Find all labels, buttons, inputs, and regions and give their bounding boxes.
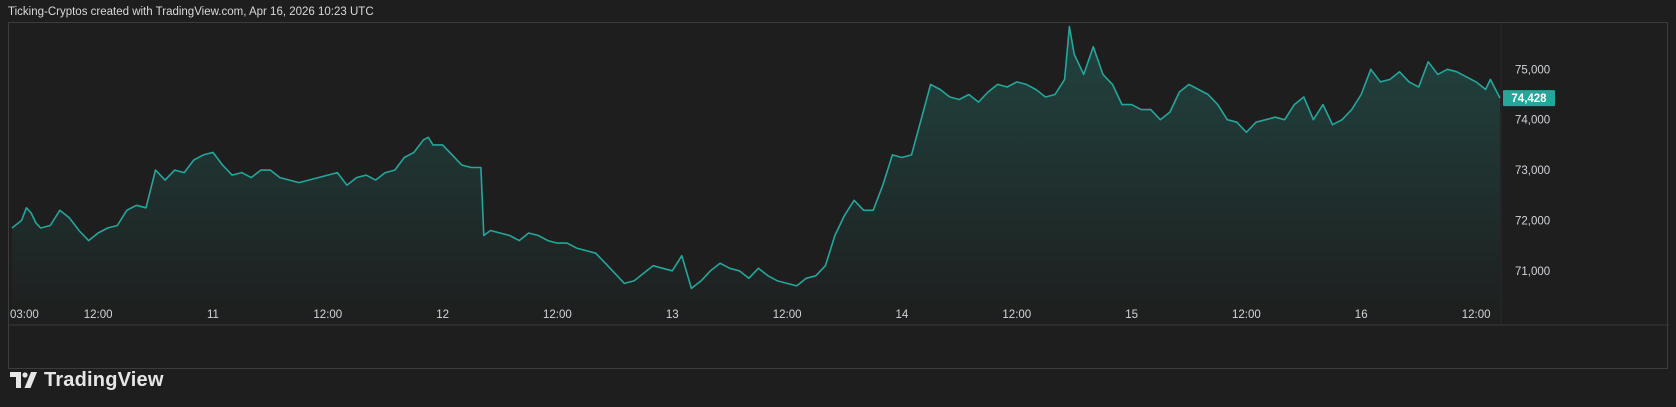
x-tick-label: 03:00 xyxy=(10,309,39,321)
last-price-label: 74,428 xyxy=(1511,93,1547,105)
x-tick-label: 11 xyxy=(207,309,219,321)
price-area-fill xyxy=(12,26,1500,325)
last-price-tag xyxy=(1503,90,1555,107)
x-tick-label: 12:00 xyxy=(1232,309,1261,321)
x-tick-label: 12:00 xyxy=(1462,309,1491,321)
x-tick-label: 13 xyxy=(666,309,679,321)
y-tick-label: 73,000 xyxy=(1515,165,1550,177)
y-tick-label: 75,000 xyxy=(1515,64,1550,76)
tradingview-brand[interactable]: TradingView xyxy=(10,366,164,394)
x-tick-label: 14 xyxy=(896,309,909,321)
chart-panel[interactable]: 75,000 74,000 73,000 72,000 71,000 03:00 12:00… xyxy=(8,22,1669,370)
y-tick-label: 74,000 xyxy=(1515,115,1550,127)
chart-caption: Ticking-Cryptos created with TradingView… xyxy=(8,6,374,18)
tradingview-wordmark: TradingView xyxy=(44,368,164,391)
x-tick-label: 12 xyxy=(436,309,449,321)
x-tick-label: 12:00 xyxy=(84,309,113,321)
x-tick-label: 15 xyxy=(1125,309,1138,321)
x-tick-label: 12:00 xyxy=(543,309,572,321)
x-tick-label: 12:00 xyxy=(1002,309,1031,321)
tradingview-logo-icon xyxy=(10,372,37,388)
y-tick-label: 71,000 xyxy=(1515,266,1550,278)
x-tick-label: 12:00 xyxy=(313,309,342,321)
y-tick-label: 72,000 xyxy=(1515,215,1550,227)
price-chart[interactable]: 75,000 74,000 73,000 72,000 71,000 03:00 12:00… xyxy=(9,23,1669,370)
x-tick-label: 12:00 xyxy=(773,309,802,321)
price-line xyxy=(11,25,1501,290)
x-tick-label: 16 xyxy=(1355,309,1368,321)
